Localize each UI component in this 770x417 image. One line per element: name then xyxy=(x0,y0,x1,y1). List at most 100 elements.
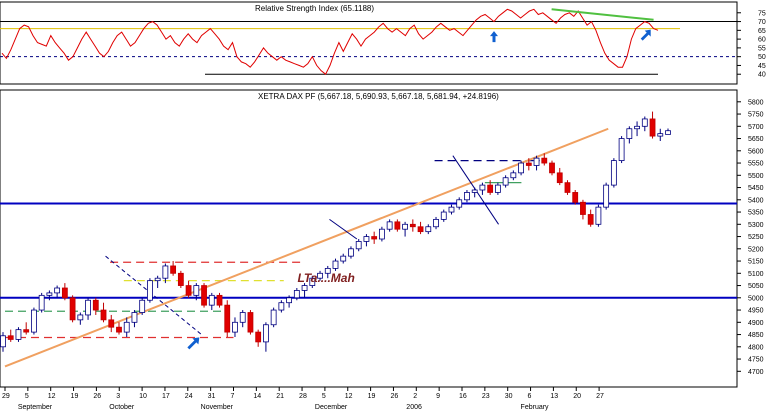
rsi-arrows xyxy=(490,29,651,43)
x-month-label: December xyxy=(315,404,348,411)
candle-body xyxy=(371,236,378,240)
candle-body xyxy=(363,236,370,242)
candle-body xyxy=(46,292,53,296)
x-tick-label: 20 xyxy=(573,393,581,400)
rsi-frame xyxy=(0,1,738,85)
candle-body xyxy=(657,133,664,137)
x-tick-label: 5 xyxy=(25,393,29,400)
x-tick-label: 26 xyxy=(93,393,101,400)
candle-body xyxy=(386,221,393,230)
candle-body xyxy=(394,221,401,230)
candle-body xyxy=(77,314,84,321)
price-candles xyxy=(0,111,671,352)
x-tick-label: 13 xyxy=(550,393,558,400)
candle-body xyxy=(510,172,517,179)
price-y-tick-label: 5150 xyxy=(748,259,764,266)
x-tick-label: 3 xyxy=(116,393,120,400)
rsi-reference-lines xyxy=(0,21,737,75)
candle-body xyxy=(595,206,602,225)
candle-body xyxy=(263,324,269,343)
price-y-tick-label: 5100 xyxy=(748,271,764,278)
rsi-trend-line xyxy=(551,8,654,21)
x-axis-ticks: 29 5 12 19 26 3 10 17 24 31 7 14 21 28 5 12 19 26 2 9 16 23 30… xyxy=(2,387,604,400)
x-tick-label: 6 xyxy=(528,393,532,400)
rsi-title: Relative Strength Index (65.1188) xyxy=(255,4,374,13)
candle-body xyxy=(448,206,455,213)
candle-body xyxy=(564,182,571,193)
price-y-tick-label: 4700 xyxy=(748,369,764,376)
candle-body xyxy=(456,199,463,208)
price-y-tick-label: 4750 xyxy=(748,357,764,364)
rsi-y-tick-label: 70 xyxy=(758,19,766,26)
candle-body xyxy=(610,160,617,186)
price-arrows xyxy=(187,337,200,350)
candle-body xyxy=(309,277,316,286)
x-tick-label: 7 xyxy=(231,393,235,400)
rsi-y-tick-label: 75 xyxy=(758,10,766,17)
candle-body xyxy=(270,309,277,326)
candle-body xyxy=(185,285,192,296)
candle-body xyxy=(108,319,115,328)
candle-body xyxy=(232,321,238,333)
candle-body xyxy=(572,192,579,203)
x-tick-label: 23 xyxy=(482,393,490,400)
price-y-tick-label: 5750 xyxy=(748,112,764,119)
x-tick-label: 14 xyxy=(253,393,261,400)
x-tick-label: 17 xyxy=(162,393,170,400)
x-tick-label: 26 xyxy=(390,393,398,400)
candle-body xyxy=(332,260,339,269)
candle-body xyxy=(425,226,432,233)
candle-body xyxy=(247,312,254,333)
rsi-line xyxy=(1,8,659,75)
rsi-y-tick-label: 45 xyxy=(758,63,766,70)
price-y-tick-label: 5300 xyxy=(748,222,764,229)
candle-body xyxy=(0,335,6,348)
x-tick-label: 2 xyxy=(413,393,417,400)
candle-body xyxy=(177,272,184,286)
candle-body xyxy=(378,228,385,240)
price-y-tick-label: 5550 xyxy=(748,161,764,168)
price-levels xyxy=(0,202,737,299)
candle-body xyxy=(440,211,447,220)
candle-body xyxy=(355,241,362,250)
price-y-axis: 5800 5750 5700 5650 5600 5550 5500 5450 5400 5350… xyxy=(737,99,764,376)
candle-body xyxy=(665,130,671,135)
price-y-tick-label: 5500 xyxy=(748,173,764,180)
candle-body xyxy=(116,326,122,333)
candle-body xyxy=(464,192,470,201)
candle-body xyxy=(61,287,68,299)
rsi-y-tick-label: 65 xyxy=(758,28,766,35)
candle-body xyxy=(208,294,215,306)
candle-body xyxy=(402,223,408,230)
price-y-tick-label: 5000 xyxy=(748,295,764,302)
candle-body xyxy=(201,285,207,306)
candle-body xyxy=(293,290,300,299)
price-y-tick-label: 5200 xyxy=(748,246,764,253)
price-y-tick-label: 5350 xyxy=(748,210,764,217)
price-y-tick-label: 4900 xyxy=(748,320,764,327)
x-tick-label: 9 xyxy=(436,393,440,400)
rsi-y-tick-label: 50 xyxy=(758,54,766,61)
price-y-tick-label: 5650 xyxy=(748,136,764,143)
candle-body xyxy=(541,157,548,164)
price-y-tick-label: 5450 xyxy=(748,185,764,192)
candle-body xyxy=(23,329,30,333)
x-tick-label: 30 xyxy=(505,393,513,400)
candle-body xyxy=(255,331,262,343)
arrow-up-icon xyxy=(490,31,498,43)
candle-body xyxy=(301,285,308,291)
candle-body xyxy=(7,335,14,340)
price-title: XETRA DAX PF (5,667.18, 5,690.93, 5,667.… xyxy=(258,92,499,101)
price-panel: XETRA DAX PF (5,667.18, 5,690.93, 5,667.… xyxy=(0,89,764,388)
price-y-tick-label: 4950 xyxy=(748,308,764,315)
candle-body xyxy=(603,184,610,208)
candle-body xyxy=(626,128,633,139)
candle-body xyxy=(131,312,138,323)
x-tick-label: 24 xyxy=(185,393,193,400)
x-tick-label: 5 xyxy=(322,393,326,400)
candle-body xyxy=(193,285,200,296)
candle-body xyxy=(92,299,99,311)
candle-body xyxy=(239,312,246,323)
